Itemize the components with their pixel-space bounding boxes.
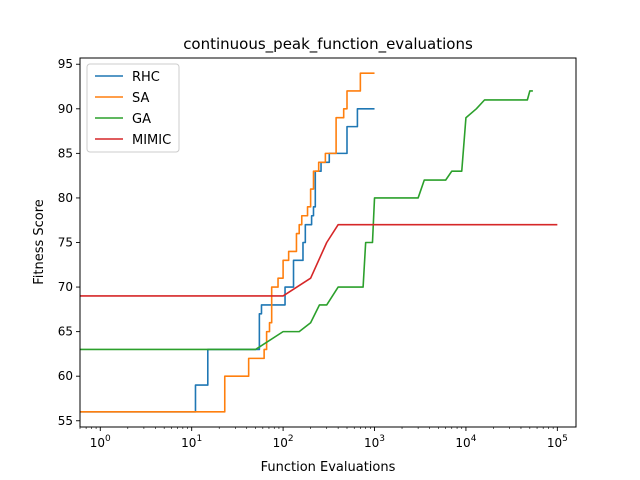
y-tick-label: 65 — [58, 325, 73, 339]
legend: RHC SA GA MIMIC — [86, 63, 180, 153]
y-tick-label: 70 — [58, 280, 73, 294]
x-tick-label: 101 — [181, 434, 202, 450]
y-tick-label: 75 — [58, 236, 73, 250]
series-line-sa — [80, 72, 375, 413]
x-tick-label: 102 — [273, 434, 294, 450]
x-axis-label: Function Evaluations — [261, 460, 396, 475]
y-axis-ticks: 55 60 65 70 75 80 85 90 95 — [58, 57, 80, 428]
legend-box — [86, 63, 180, 153]
y-tick-label: 60 — [58, 369, 73, 383]
y-axis-label: Fitness Score — [32, 199, 47, 285]
x-tick-label: 103 — [364, 434, 385, 450]
chart-title: continuous_peak_function_evaluations — [183, 35, 473, 54]
y-tick-label: 80 — [58, 191, 73, 205]
y-tick-label: 90 — [58, 102, 73, 116]
x-tick-label: 104 — [455, 434, 476, 450]
series-line-ga — [80, 90, 533, 351]
legend-label-rhc: RHC — [132, 70, 160, 85]
series-line-mimic — [80, 223, 558, 297]
legend-label-sa: SA — [132, 91, 149, 106]
legend-label-mimic: MIMIC — [132, 133, 171, 148]
series-layer — [80, 72, 558, 413]
x-tick-label: 105 — [547, 434, 568, 450]
y-tick-label: 95 — [58, 57, 73, 71]
x-tick-label: 100 — [90, 434, 111, 450]
y-tick-label: 85 — [58, 146, 73, 160]
y-tick-label: 55 — [58, 414, 73, 428]
legend-label-ga: GA — [132, 112, 151, 127]
x-axis-ticks: 100 101 102 103 104 105 — [79, 427, 568, 450]
